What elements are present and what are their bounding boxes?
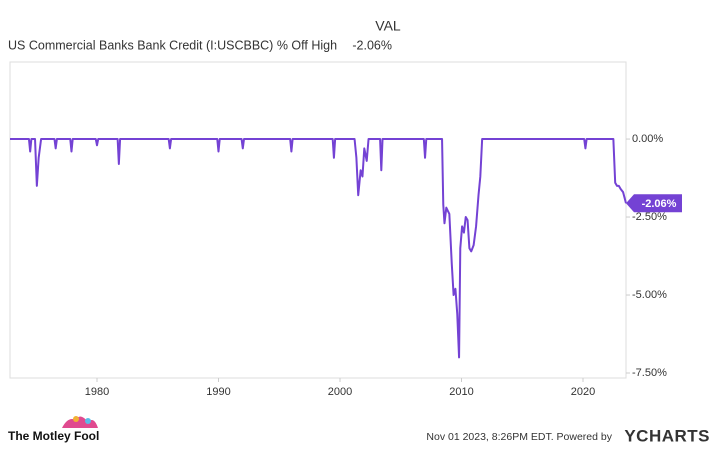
y-tick-label: -2.50%: [632, 211, 667, 223]
line: [10, 138, 627, 359]
x-tick-label: 1990: [206, 386, 230, 398]
value-flag: [626, 194, 682, 213]
x-tick-label: 1980: [85, 386, 109, 398]
x-tick-label: 2020: [571, 386, 595, 398]
motley-fool-logo: [62, 416, 98, 428]
legend-entry: US Commercial Banks Bank Credit (I:USCBB…: [8, 38, 337, 52]
x-tick-label: 2010: [449, 386, 473, 398]
legend-header: VAL: [375, 18, 401, 34]
value-flag-label: -2.06%: [642, 198, 677, 210]
legend-value: -2.06%: [352, 38, 392, 52]
y-tick-label: -7.50%: [632, 367, 667, 379]
timestamp: Nov 01 2023, 8:26PM EDT. Powered by: [426, 431, 612, 443]
brand: The Motley Fool: [8, 429, 99, 443]
y-tick-label: 0.00%: [632, 133, 663, 145]
provider: YCHARTS: [624, 426, 710, 445]
plot-border: [9, 61, 627, 379]
y-tick-label: -5.00%: [632, 289, 667, 301]
x-tick-label: 2000: [328, 386, 352, 398]
